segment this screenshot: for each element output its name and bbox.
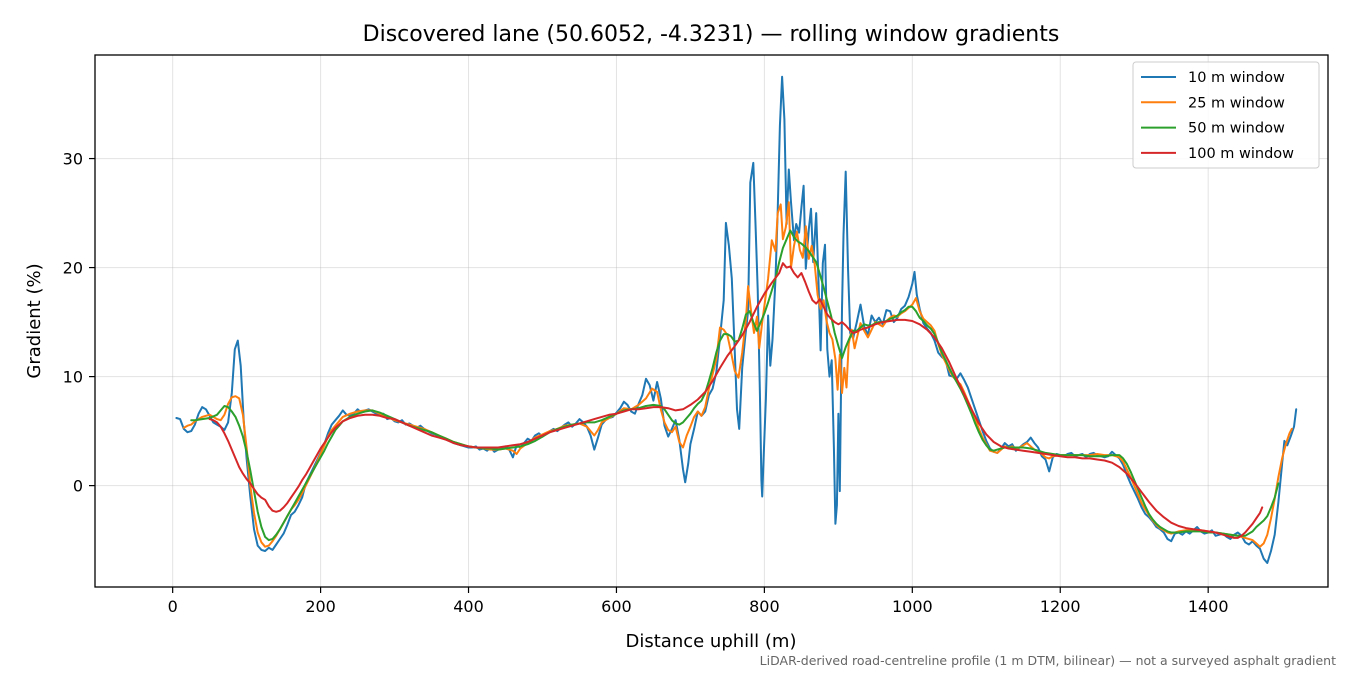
legend-label-50-m-window: 50 m window (1188, 121, 1285, 137)
x-axis-label: Distance uphill (m) (626, 631, 797, 652)
legend-label-25-m-window: 25 m window (1188, 95, 1285, 111)
legend: 10 m window 25 m window 50 m window 100 m w… (1132, 61, 1320, 169)
y-tick-label: 0 (73, 477, 83, 496)
plot-frame (94, 54, 1329, 588)
y-axis-label: Gradient (%) (24, 263, 45, 378)
x-tick-label: 1200 (1040, 597, 1081, 616)
series-line-100-m-window (208, 262, 1264, 539)
x-axis: 0 200 400 600 800 1000 1200 1400 (168, 587, 1229, 616)
y-tick-label: 10 (63, 368, 83, 387)
legend-label-100-m-window: 100 m window (1188, 146, 1294, 162)
legend-box (1132, 61, 1320, 169)
y-tick-label: 30 (63, 150, 83, 169)
x-tick-label: 200 (305, 597, 336, 616)
x-tick-label: 1000 (892, 597, 933, 616)
y-axis: 0 10 20 30 (63, 150, 95, 496)
footnote: LiDAR-derived road-centreline profile (1… (760, 653, 1336, 668)
x-tick-label: 800 (749, 597, 780, 616)
legend-label-10-m-window: 10 m window (1188, 70, 1285, 86)
x-tick-label: 0 (168, 597, 178, 616)
x-tick-label: 1400 (1188, 597, 1229, 616)
x-tick-label: 600 (601, 597, 632, 616)
y-tick-label: 20 (63, 259, 83, 278)
series-layer (175, 75, 1298, 564)
x-tick-label: 400 (453, 597, 484, 616)
chart-title: Discovered lane (50.6052, -4.3231) — rol… (363, 22, 1060, 47)
